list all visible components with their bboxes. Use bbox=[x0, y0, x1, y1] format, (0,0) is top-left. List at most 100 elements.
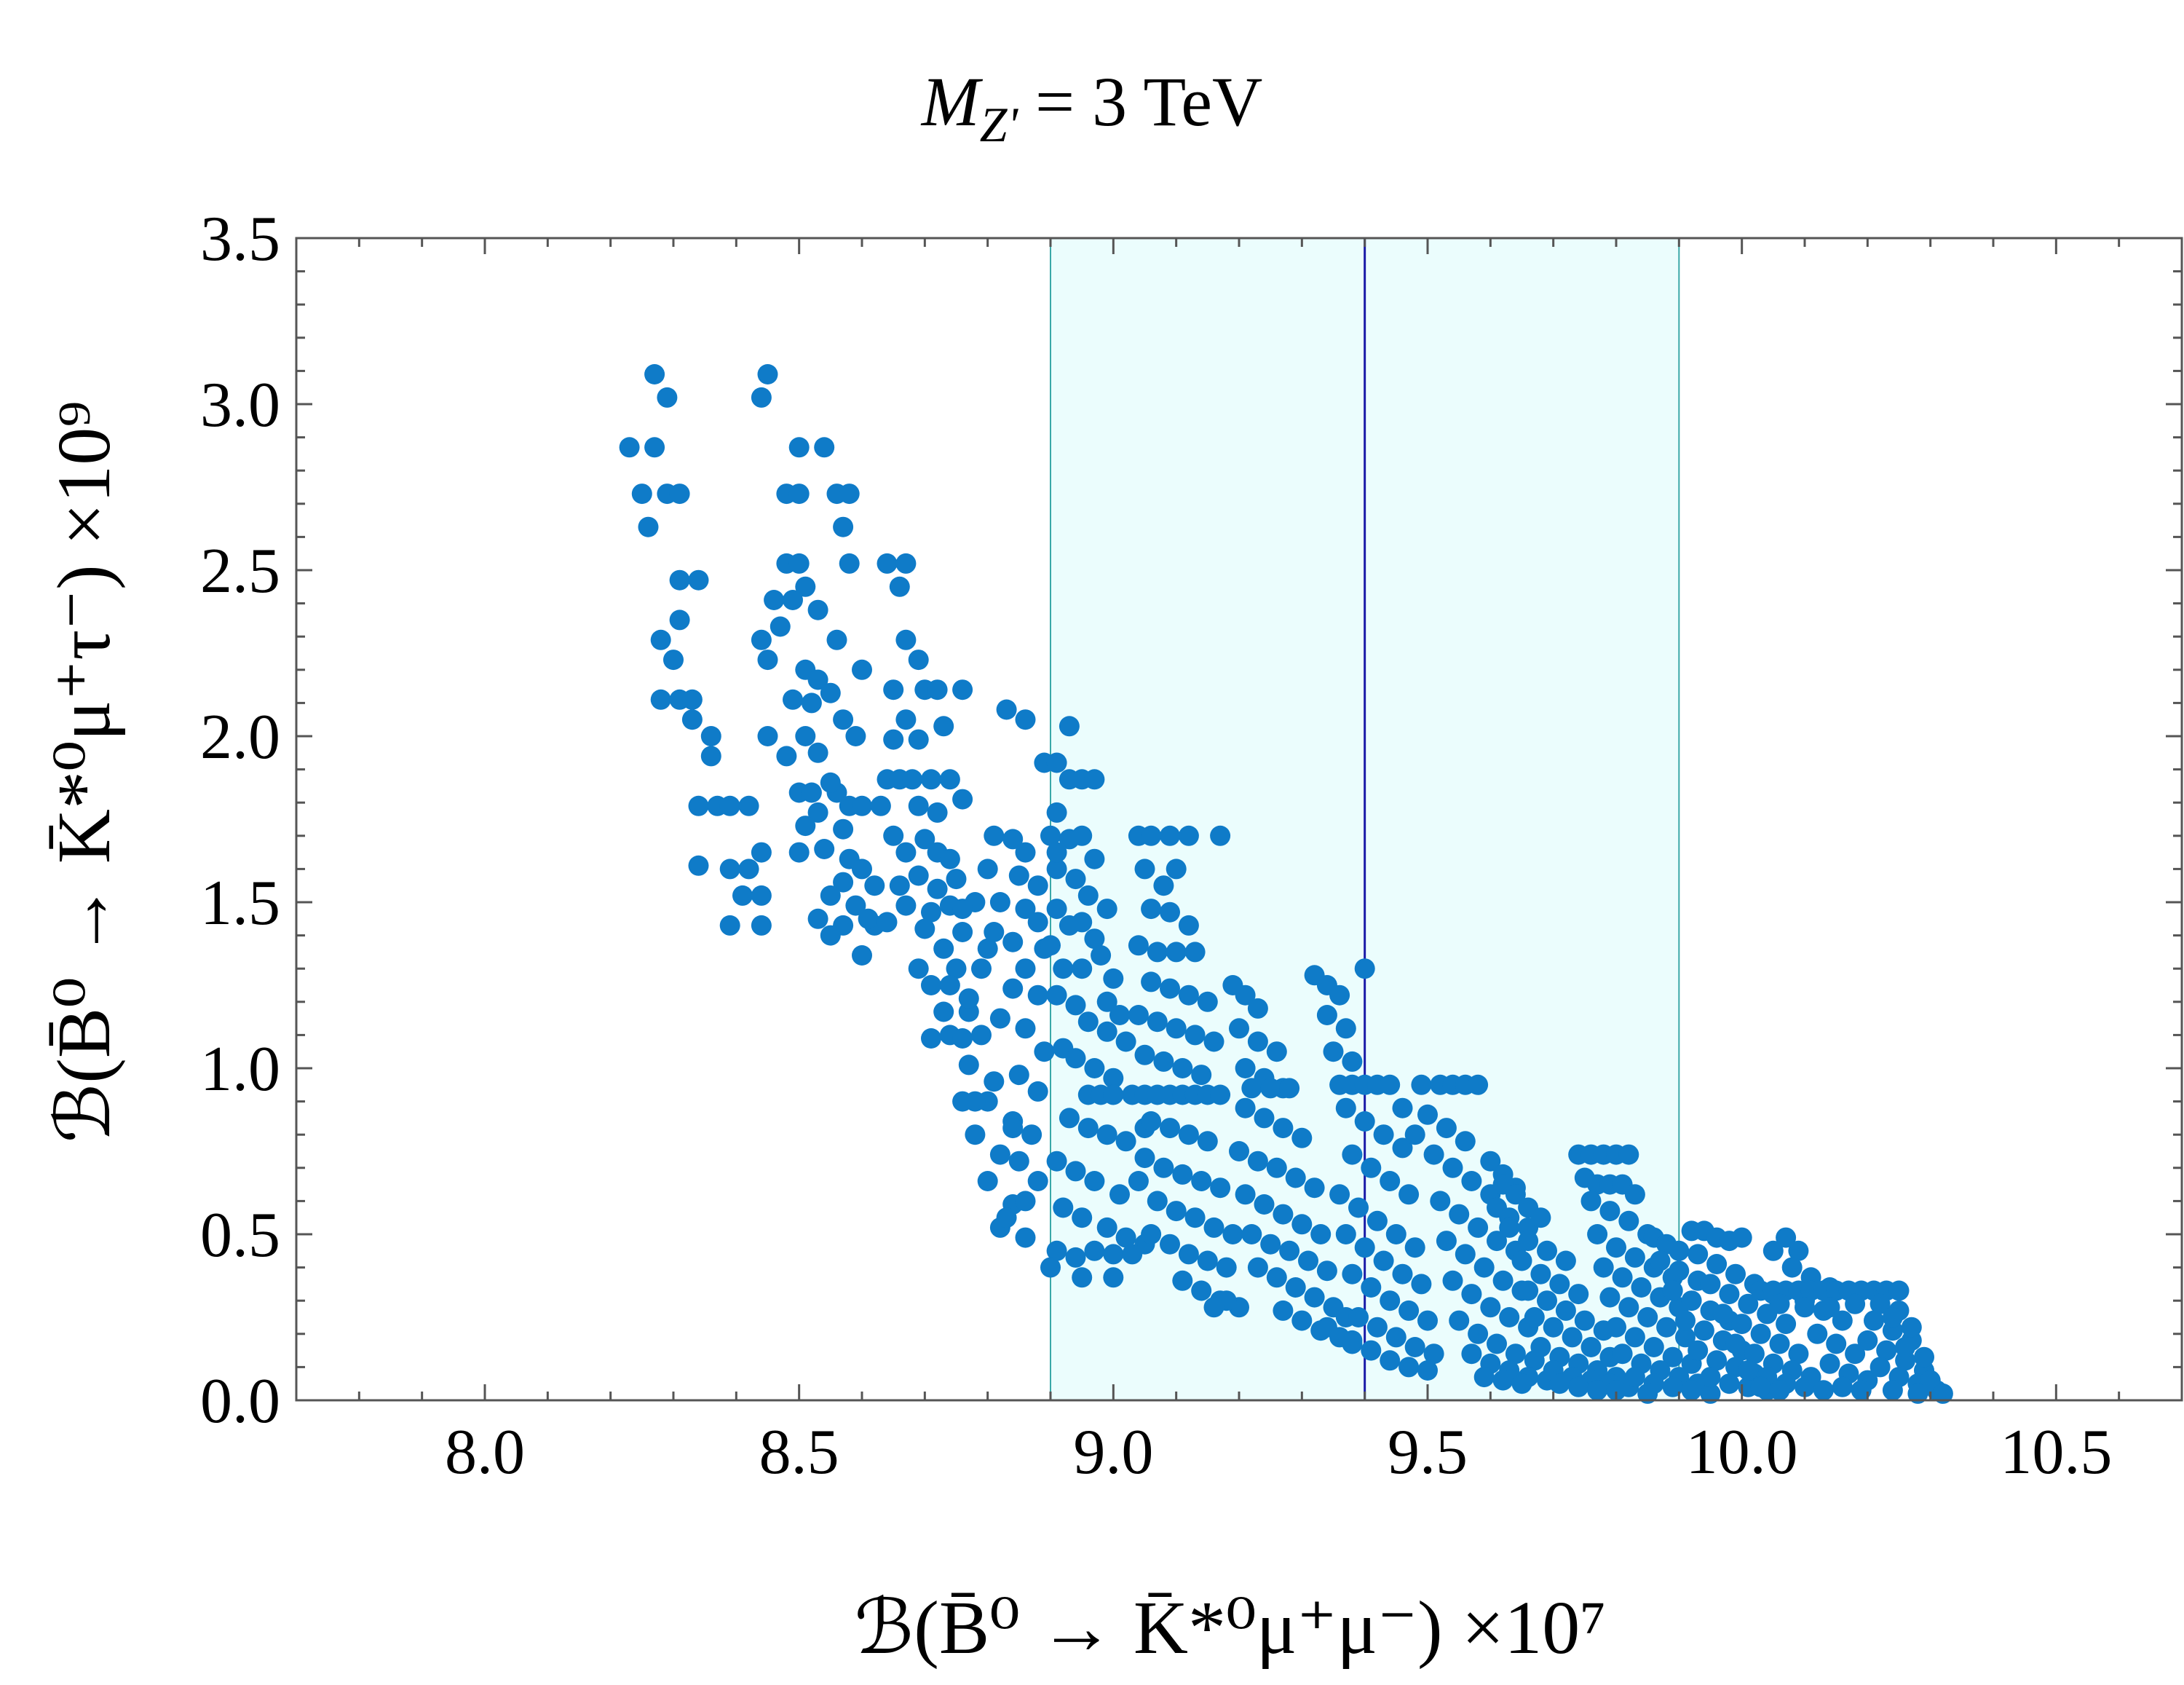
data-point bbox=[1084, 848, 1105, 869]
data-point bbox=[1166, 859, 1187, 880]
data-point bbox=[1027, 1081, 1048, 1102]
data-point bbox=[1008, 1151, 1029, 1172]
data-point bbox=[1555, 1250, 1576, 1271]
data-point bbox=[1612, 1267, 1633, 1288]
data-point bbox=[933, 1001, 954, 1022]
data-point bbox=[1178, 915, 1199, 936]
data-point bbox=[1128, 1171, 1149, 1191]
data-point bbox=[1247, 1151, 1268, 1172]
data-point bbox=[1103, 1068, 1124, 1089]
x-axis-label: ℬ(B̄⁰ → K̄*⁰μ⁺μ⁻) ×10⁷ bbox=[854, 1586, 1606, 1670]
data-point bbox=[1115, 1031, 1136, 1052]
data-point bbox=[1366, 1317, 1388, 1338]
data-point bbox=[852, 945, 872, 966]
data-point bbox=[1002, 829, 1024, 850]
data-point bbox=[1675, 1310, 1696, 1331]
data-point bbox=[1008, 865, 1029, 886]
data-point bbox=[989, 1008, 1010, 1029]
data-point bbox=[1153, 1157, 1174, 1178]
data-point bbox=[839, 553, 860, 574]
data-point bbox=[1392, 1263, 1413, 1285]
data-point bbox=[1134, 1148, 1155, 1169]
data-point bbox=[1134, 859, 1155, 880]
data-point bbox=[1606, 1317, 1626, 1338]
data-point bbox=[989, 892, 1010, 912]
data-point bbox=[1587, 1224, 1608, 1244]
data-point bbox=[1235, 1184, 1256, 1205]
data-point bbox=[1266, 1041, 1287, 1062]
data-point bbox=[1411, 1074, 1432, 1095]
data-point bbox=[807, 802, 828, 823]
data-point bbox=[1184, 1207, 1206, 1228]
data-point bbox=[1473, 1257, 1495, 1278]
data-point bbox=[1166, 942, 1187, 963]
data-point bbox=[1366, 1210, 1388, 1231]
data-point bbox=[1203, 1031, 1224, 1052]
x-tick-label: 9.5 bbox=[1388, 1417, 1468, 1488]
data-point bbox=[883, 825, 904, 846]
y-axis-label: ℬ(B̄⁰ → K̄*⁰μ⁺τ⁻) ×10⁹ bbox=[42, 400, 126, 1143]
data-point bbox=[1235, 1058, 1256, 1078]
tick-labels: 8.0 8.5 9.0 9.5 10.0 10.5 0.0 0.5 1.0 1.5 2.0 2.5 3.… bbox=[200, 204, 2112, 1488]
data-point bbox=[1153, 875, 1174, 896]
data-point bbox=[1392, 1097, 1413, 1118]
data-point bbox=[1631, 1277, 1652, 1298]
data-point bbox=[958, 1054, 979, 1076]
data-point bbox=[883, 679, 904, 701]
data-point bbox=[1455, 1131, 1476, 1152]
data-point bbox=[1681, 1380, 1702, 1401]
data-point bbox=[1738, 1293, 1759, 1314]
data-point bbox=[1487, 1231, 1507, 1252]
data-point bbox=[864, 875, 885, 896]
data-point bbox=[908, 795, 929, 816]
data-point bbox=[1361, 1277, 1382, 1298]
data-point bbox=[1027, 912, 1048, 933]
data-point bbox=[895, 842, 917, 863]
data-point bbox=[1380, 1350, 1401, 1371]
data-point bbox=[1530, 1337, 1551, 1357]
data-point bbox=[1046, 984, 1067, 1006]
data-point bbox=[1385, 1327, 1406, 1348]
data-point bbox=[1480, 1297, 1501, 1318]
data-point bbox=[889, 875, 910, 896]
data-point bbox=[1776, 1227, 1797, 1248]
data-point bbox=[1361, 1157, 1382, 1178]
data-point bbox=[1606, 1380, 1626, 1401]
data-point bbox=[1096, 991, 1117, 1012]
data-point bbox=[1084, 1058, 1105, 1078]
data-point bbox=[1065, 1247, 1086, 1268]
data-point bbox=[877, 912, 898, 933]
data-point bbox=[1461, 1171, 1482, 1191]
data-point bbox=[1141, 899, 1162, 920]
data-point bbox=[1273, 1300, 1294, 1321]
data-point bbox=[1373, 1124, 1394, 1145]
data-point bbox=[1342, 1051, 1363, 1072]
data-point bbox=[1053, 958, 1074, 979]
data-point bbox=[1700, 1274, 1721, 1295]
data-point bbox=[1015, 1227, 1036, 1248]
data-point bbox=[852, 859, 872, 880]
data-point bbox=[1191, 1065, 1212, 1086]
data-point bbox=[1210, 825, 1231, 846]
data-point bbox=[1480, 1151, 1501, 1172]
data-point bbox=[1046, 752, 1067, 773]
data-point bbox=[1744, 1343, 1765, 1365]
data-point bbox=[977, 1171, 998, 1191]
data-point bbox=[732, 885, 753, 906]
data-point bbox=[1562, 1327, 1583, 1348]
data-point bbox=[1072, 825, 1093, 846]
data-point bbox=[1316, 1005, 1337, 1025]
data-point bbox=[1291, 1214, 1313, 1235]
data-point bbox=[1115, 1227, 1136, 1248]
data-point bbox=[1468, 1074, 1489, 1095]
data-point bbox=[1499, 1217, 1520, 1238]
data-point bbox=[1518, 1231, 1539, 1252]
data-point bbox=[1624, 1327, 1645, 1348]
data-point bbox=[1807, 1323, 1828, 1344]
data-point bbox=[1530, 1207, 1551, 1228]
data-point bbox=[1505, 1184, 1526, 1205]
data-point bbox=[1197, 1250, 1218, 1271]
data-point bbox=[1059, 716, 1080, 737]
data-point bbox=[1505, 1343, 1526, 1365]
data-point bbox=[801, 782, 822, 803]
